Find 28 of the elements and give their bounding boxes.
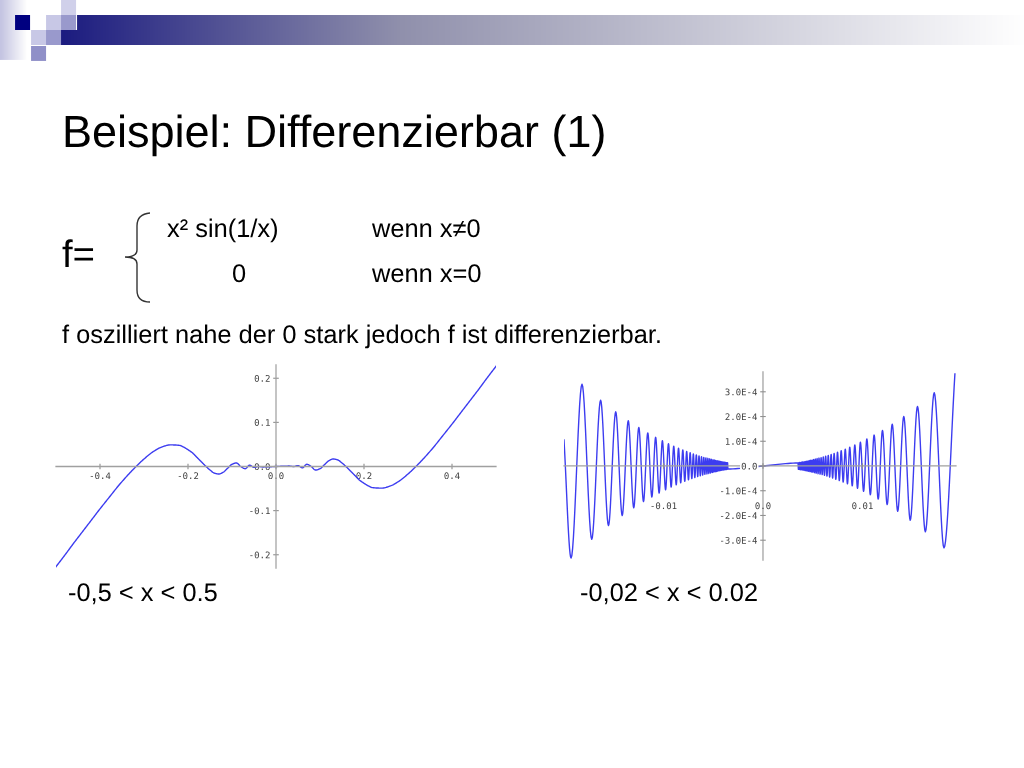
y-tick-label: 0.0 <box>741 462 757 470</box>
x-tick-label: -0.2 <box>178 472 199 480</box>
y-tick-label: -1.0E-4 <box>720 487 757 495</box>
y-tick-label: 0.2 <box>254 374 270 382</box>
y-tick-label: -0.1 <box>250 507 270 515</box>
text: wenn x≠0 <box>371 219 480 238</box>
y-tick-label: 0.1 <box>254 419 270 426</box>
x-tick-label: -0.01 <box>651 502 677 510</box>
x-tick-label: 0.2 <box>356 472 372 480</box>
text: -0,02 < x < 0.02 <box>581 583 757 605</box>
text: -0,5 < x < 0.5 <box>69 583 217 605</box>
y-tick-label: -0.2 <box>250 551 270 559</box>
y-tick-label: 2.0E-4 <box>725 413 757 421</box>
x-tick-label: -0.4 <box>90 472 111 480</box>
x-tick-label: 0.4 <box>444 472 460 480</box>
y-tick-label: -3.0E-4 <box>720 536 757 544</box>
text: wenn x=0 <box>371 264 481 283</box>
text: x² sin(1/x) <box>167 218 277 243</box>
text: 0 <box>232 264 246 283</box>
y-tick-label: 3.0E-4 <box>725 388 757 396</box>
x-tick-label: 0.01 <box>852 502 873 510</box>
text: f= <box>62 239 94 267</box>
y-tick-label: -2.0E-4 <box>720 512 757 520</box>
y-tick-label: 1.0E-4 <box>725 438 757 445</box>
chart-title: Beispiel: Differenzierbar (1) <box>65 114 604 157</box>
chart-subtitle: f oszilliert nahe der 0 stark jedoch f ist differenzierbar. <box>62 324 660 349</box>
x-tick-label: 0.0 <box>755 502 771 510</box>
x-tick-label: 0.0 <box>268 472 284 480</box>
